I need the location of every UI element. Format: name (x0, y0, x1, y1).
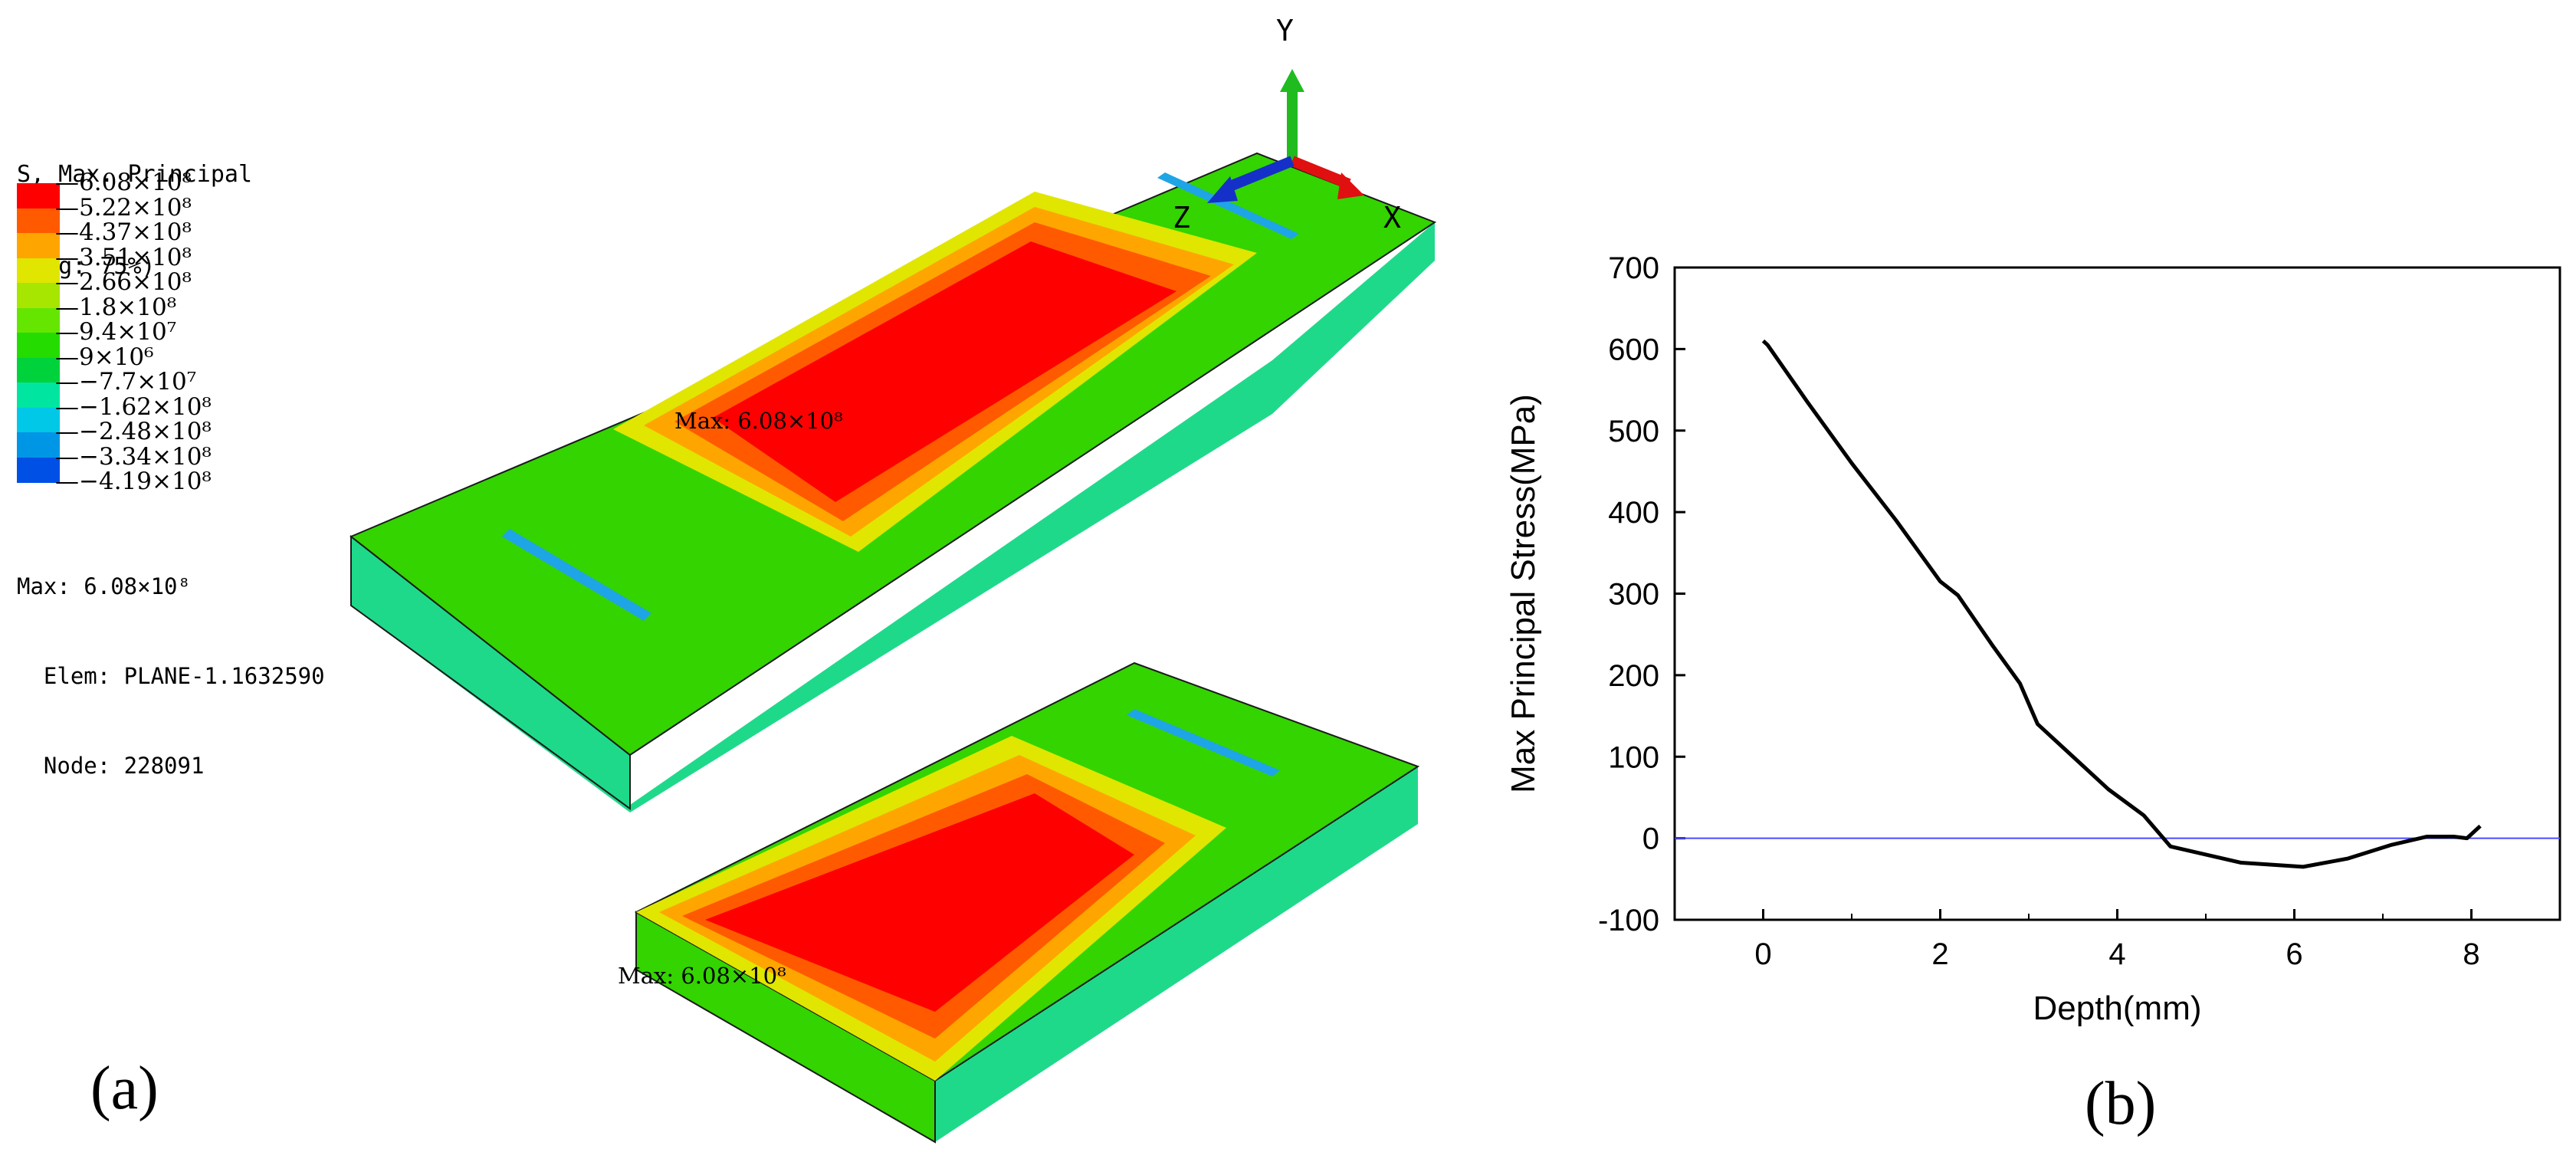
legend-swatch (17, 307, 60, 333)
legend-label: —4.37×10⁸ (55, 218, 192, 246)
y-tick-label: 0 (1642, 822, 1659, 856)
legend-swatch (17, 407, 60, 433)
x-tick-label: 4 (2108, 937, 2125, 971)
legend-swatch (17, 258, 60, 284)
legend-label: —6.08×10⁸ (55, 169, 192, 196)
x-tick-label: 2 (1931, 937, 1948, 971)
legend-swatch (17, 333, 60, 358)
panel-label-a: (a) (90, 1055, 159, 1122)
top-block (349, 152, 1437, 812)
y-tick-label: 400 (1608, 496, 1659, 530)
x-axis-letter: X (1383, 201, 1401, 235)
y-tick-label: -100 (1598, 904, 1659, 937)
legend-label: —−2.48×10⁸ (55, 418, 212, 445)
legend-swatch (17, 233, 60, 258)
legend-swatch (17, 208, 60, 234)
y-tick-label: 300 (1608, 578, 1659, 612)
elem-line: Elem: PLANE-1.1632590 (17, 663, 325, 689)
legend-label: —−1.62×10⁸ (55, 392, 212, 421)
legend-swatch (17, 283, 60, 308)
y-tick-label: 600 (1608, 333, 1659, 366)
y-axis-label: Max Principal Stress(MPa) (1505, 394, 1542, 793)
max-tag-top: Max: 6.08×10⁸ (674, 408, 843, 434)
legend-label: —1.8×10⁸ (55, 293, 177, 321)
plot-frame (1673, 266, 2561, 921)
max-info: Max: 6.08×10⁸ Elem: PLANE-1.1632590 Node… (17, 512, 325, 811)
bottom-block (634, 661, 1420, 1144)
x-tick-label: 8 (2463, 937, 2479, 971)
legend-label: —3.51×10⁸ (55, 243, 192, 271)
bottom-slot (1127, 709, 1280, 776)
legend-label: —−7.7×10⁷ (55, 368, 197, 396)
legend-label: —9×10⁶ (55, 343, 154, 371)
z-axis-letter: Z (1173, 201, 1190, 235)
legend-swatch (17, 183, 60, 208)
legend-swatch (17, 382, 60, 408)
legend-label: —9.4×10⁷ (55, 318, 177, 346)
top-slot-right (1157, 172, 1299, 239)
x-tick-label: 6 (2286, 937, 2302, 971)
y-tick-label: 500 (1608, 415, 1659, 448)
legend-label: —5.22×10⁸ (55, 193, 192, 222)
legend-swatch (17, 457, 60, 483)
legend-title-line1: S, Max. Principal (17, 161, 253, 188)
axis-triad (1207, 69, 1364, 203)
stress-depth-chart: -100 0 100 200 300 400 500 600 700 0 2 4 6 8 Depth(mm)… (1505, 251, 2561, 1027)
y-tick-label: 100 (1608, 740, 1659, 774)
max-value-line: Max: 6.08×10⁸ (17, 573, 191, 599)
node-line: Node: 228091 (17, 753, 205, 779)
y-axis-letter: Y (1276, 14, 1294, 48)
legend-swatch (17, 357, 60, 383)
x-axis-label: Depth(mm) (2033, 990, 2201, 1027)
stress-curve (1761, 339, 2482, 869)
top-slot-left (502, 529, 651, 621)
legend-swatch (17, 432, 60, 458)
max-tag-bottom: Max: 6.08×10⁸ (618, 963, 786, 989)
legend-label: —−4.19×10⁸ (55, 468, 212, 495)
legend-label: —−3.34×10⁸ (55, 442, 212, 471)
y-tick-label: 700 (1608, 251, 1659, 285)
panel-label-b: (b) (2085, 1070, 2157, 1137)
legend-label: —2.66×10⁸ (55, 268, 192, 296)
fe-models (349, 69, 1437, 1144)
x-tick-label: 0 (1754, 937, 1771, 971)
y-tick-label: 200 (1608, 659, 1659, 693)
